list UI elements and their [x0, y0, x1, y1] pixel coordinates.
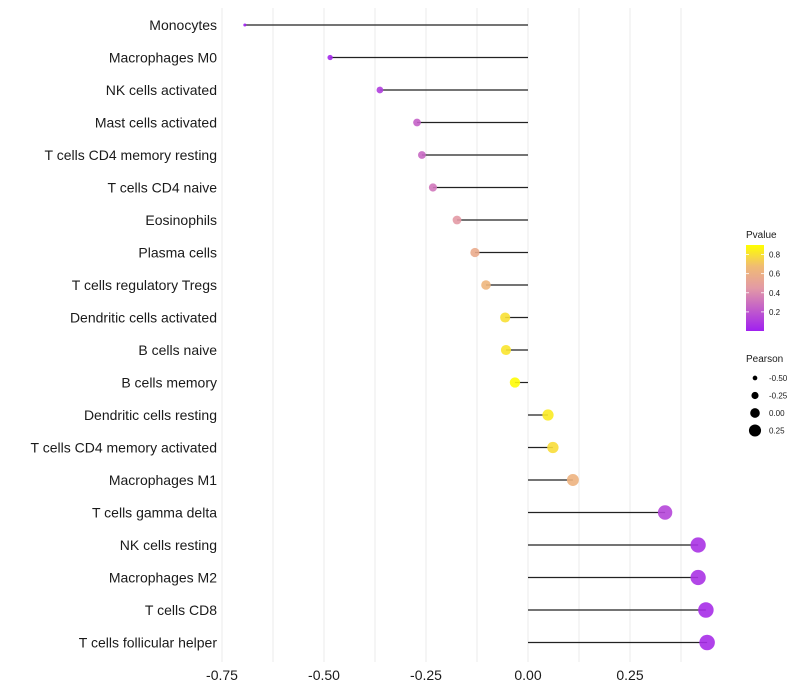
x-tick-label: -0.75: [206, 667, 238, 683]
colorbar-tick-label: 0.4: [769, 289, 781, 298]
x-tick-label: -0.25: [410, 667, 442, 683]
data-point: [547, 441, 559, 454]
size-legend-label: -0.50: [769, 374, 788, 383]
category-label: T cells CD4 naive: [108, 180, 218, 196]
x-tick-label: -0.50: [308, 667, 340, 683]
data-point: [470, 247, 480, 258]
category-label: B cells naive: [138, 342, 217, 358]
category-label: NK cells activated: [106, 82, 217, 98]
data-point: [657, 505, 673, 520]
x-tick-label: 0.25: [616, 667, 643, 683]
category-label: Macrophages M1: [109, 472, 217, 488]
category-label: Mast cells activated: [95, 115, 217, 131]
size-legend-dot: [750, 408, 760, 418]
category-label: T cells follicular helper: [79, 635, 218, 651]
category-label: Macrophages M0: [109, 50, 217, 66]
category-label: Dendritic cells resting: [84, 407, 217, 423]
y-axis-labels: Monocytes Macrophages M0 NK cells activate…: [31, 17, 218, 651]
pvalue-legend: Pvalue 0.2 0.4 0.6 0.8: [746, 230, 781, 331]
grid-lines: [221, 8, 682, 662]
data-point: [690, 537, 706, 553]
data-point: [376, 86, 384, 94]
data-point: [690, 569, 706, 586]
data-point: [566, 474, 579, 486]
size-legend-label: 0.25: [769, 427, 785, 436]
x-axis-ticks: -0.75 -0.50 -0.25 0.00 0.25: [206, 667, 644, 683]
data-point: [327, 54, 333, 61]
data-point: [418, 151, 426, 159]
size-legend-label: -0.25: [769, 392, 788, 401]
stems: [244, 24, 708, 644]
pearson-legend: Pearson -0.50 -0.25 0.00 0.25: [746, 354, 788, 437]
category-label: NK cells resting: [120, 537, 217, 553]
data-point: [243, 23, 247, 27]
category-label: T cells CD4 memory activated: [31, 440, 217, 456]
data-point: [500, 312, 511, 323]
category-label: Macrophages M2: [109, 570, 217, 586]
data-point: [428, 183, 438, 192]
data-point: [413, 118, 421, 127]
category-label: B cells memory: [121, 375, 217, 391]
category-label: Eosinophils: [145, 212, 217, 228]
colorbar-tick-label: 0.2: [769, 308, 781, 317]
category-label: T cells CD8: [145, 602, 217, 618]
category-label: T cells regulatory Tregs: [72, 277, 217, 293]
pvalue-colorbar: [746, 245, 764, 331]
category-label: T cells CD4 memory resting: [45, 147, 217, 163]
colorbar-tick-label: 0.6: [769, 270, 781, 279]
size-legend-dot: [748, 424, 762, 437]
pvalue-legend-title: Pvalue: [746, 230, 777, 241]
category-label: Dendritic cells activated: [70, 310, 217, 326]
colorbar-tick-label: 0.8: [769, 251, 781, 260]
data-point: [452, 215, 462, 225]
data-point: [481, 280, 491, 290]
category-label: Monocytes: [149, 17, 217, 33]
data-point: [699, 634, 715, 651]
data-point: [500, 344, 512, 356]
category-label: T cells gamma delta: [92, 505, 217, 521]
x-tick-label: 0.00: [514, 667, 541, 683]
data-point: [698, 602, 714, 618]
size-legend-dot: [752, 375, 758, 381]
size-legend-label: 0.00: [769, 409, 785, 418]
category-label: Plasma cells: [138, 245, 217, 261]
pearson-legend-title: Pearson: [746, 354, 783, 365]
size-legend-dot: [751, 391, 759, 400]
data-point: [509, 377, 521, 388]
points: [243, 23, 715, 651]
data-point: [542, 409, 554, 421]
